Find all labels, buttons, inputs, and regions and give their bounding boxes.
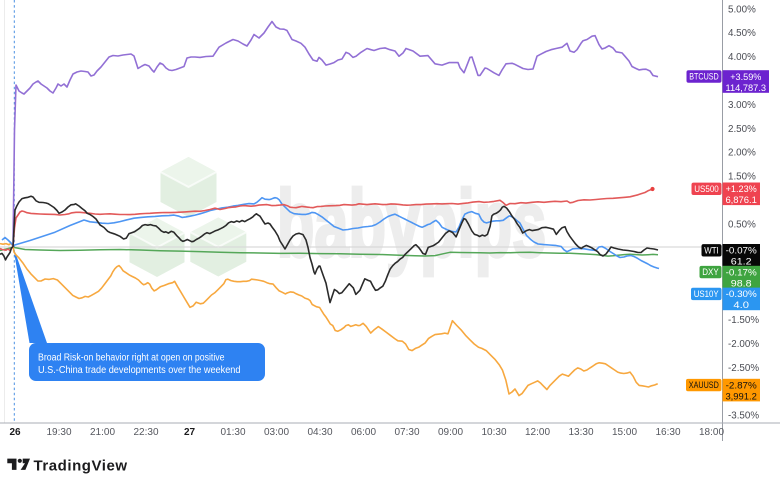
svg-text:-3.50%: -3.50% bbox=[728, 411, 759, 422]
svg-text:2.00%: 2.00% bbox=[728, 148, 756, 159]
svg-text:21:00: 21:00 bbox=[90, 427, 115, 438]
svg-text:1.50%: 1.50% bbox=[728, 172, 756, 183]
svg-text:3,991.2: 3,991.2 bbox=[725, 391, 757, 402]
svg-text:-0.17%: -0.17% bbox=[726, 267, 758, 278]
svg-text:26: 26 bbox=[9, 427, 21, 438]
svg-text:0.50%: 0.50% bbox=[728, 219, 756, 230]
svg-text:04:30: 04:30 bbox=[307, 427, 332, 438]
svg-text:98.8: 98.8 bbox=[731, 278, 752, 289]
svg-text:12:00: 12:00 bbox=[525, 427, 550, 438]
svg-text:03:00: 03:00 bbox=[264, 427, 289, 438]
svg-text:Broad Risk-on behavior right a: Broad Risk-on behavior right at open on … bbox=[38, 353, 225, 364]
svg-text:2.50%: 2.50% bbox=[728, 124, 756, 135]
svg-text:-2.50%: -2.50% bbox=[728, 363, 759, 374]
svg-text:-2.87%: -2.87% bbox=[726, 380, 758, 391]
svg-text:BTCUSD: BTCUSD bbox=[689, 72, 719, 82]
svg-text:06:00: 06:00 bbox=[351, 427, 376, 438]
svg-text:XAUUSD: XAUUSD bbox=[689, 380, 719, 390]
svg-text:16:30: 16:30 bbox=[655, 427, 680, 438]
svg-text:13:30: 13:30 bbox=[568, 427, 593, 438]
svg-text:-0.07%: -0.07% bbox=[726, 246, 758, 257]
svg-text:4.0: 4.0 bbox=[733, 300, 749, 311]
svg-text:6,876.1: 6,876.1 bbox=[725, 195, 757, 206]
svg-text:114,787.3: 114,787.3 bbox=[726, 83, 767, 94]
svg-text:22:30: 22:30 bbox=[133, 427, 158, 438]
svg-text:61.2: 61.2 bbox=[731, 257, 752, 268]
svg-text:DXY: DXY bbox=[702, 267, 719, 277]
svg-text:US500: US500 bbox=[694, 184, 719, 194]
svg-text:-0.30%: -0.30% bbox=[726, 289, 758, 300]
svg-text:18:00: 18:00 bbox=[699, 427, 724, 438]
svg-text:01:30: 01:30 bbox=[220, 427, 245, 438]
svg-text:WTI: WTI bbox=[704, 245, 719, 255]
svg-text:+1.23%: +1.23% bbox=[726, 184, 758, 195]
svg-text:10:30: 10:30 bbox=[481, 427, 506, 438]
svg-text:-1.50%: -1.50% bbox=[728, 315, 759, 326]
svg-text:15:00: 15:00 bbox=[612, 427, 637, 438]
svg-text:3.00%: 3.00% bbox=[728, 100, 756, 111]
svg-text:TradingView: TradingView bbox=[34, 458, 128, 475]
svg-text:27: 27 bbox=[184, 427, 196, 438]
svg-text:09:00: 09:00 bbox=[438, 427, 463, 438]
svg-text:+3.59%: +3.59% bbox=[730, 72, 762, 83]
svg-text:4.50%: 4.50% bbox=[728, 28, 756, 39]
svg-text:07:30: 07:30 bbox=[394, 427, 419, 438]
svg-text:U.S.-China trade developments: U.S.-China trade developments over the w… bbox=[38, 365, 241, 376]
svg-text:-2.00%: -2.00% bbox=[728, 339, 759, 350]
svg-text:4.00%: 4.00% bbox=[728, 52, 756, 63]
svg-text:19:30: 19:30 bbox=[46, 427, 71, 438]
svg-text:5.00%: 5.00% bbox=[728, 4, 756, 15]
svg-text:US10Y: US10Y bbox=[694, 289, 719, 299]
